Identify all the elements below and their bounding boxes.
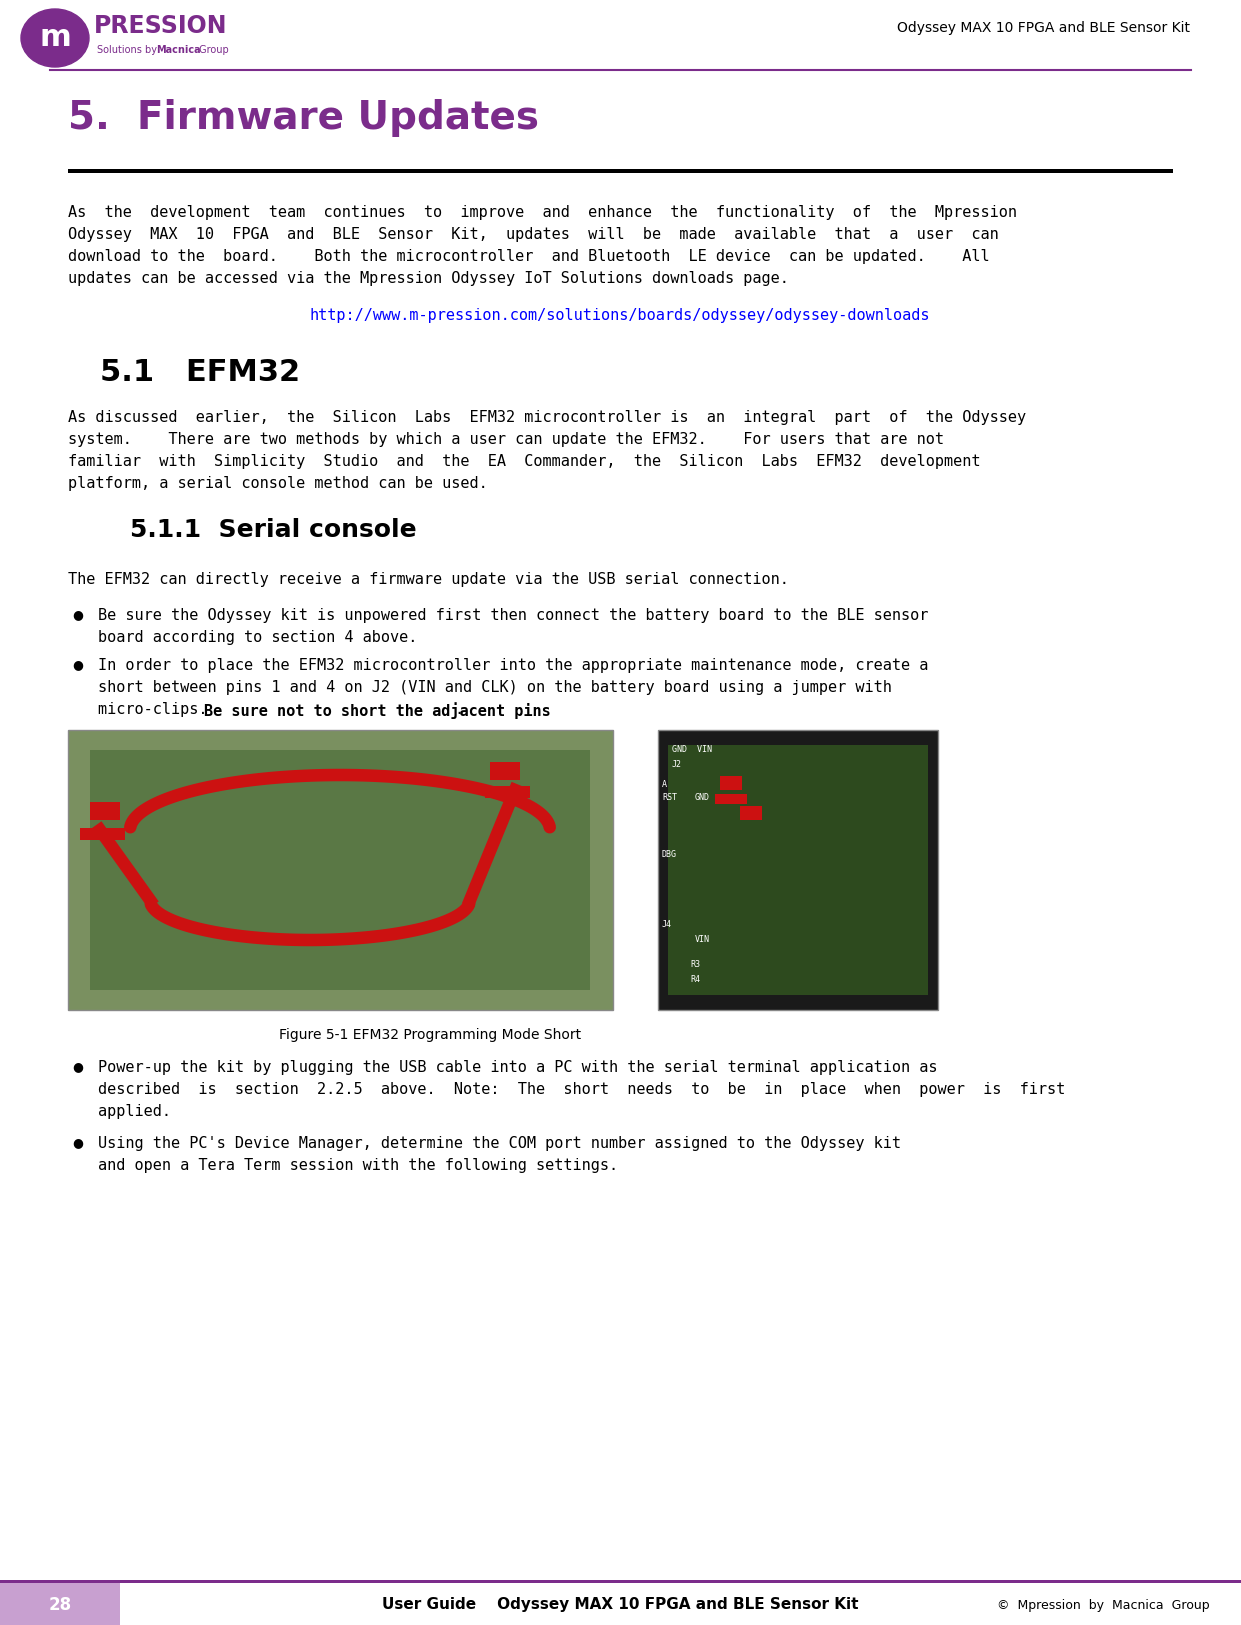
Text: ©  Mpression  by  Macnica  Group: © Mpression by Macnica Group <box>998 1599 1210 1612</box>
Text: .: . <box>454 702 464 717</box>
Text: Figure 5-1 EFM32 Programming Mode Short: Figure 5-1 EFM32 Programming Mode Short <box>279 1029 581 1042</box>
Text: GND: GND <box>695 793 710 803</box>
Text: J2: J2 <box>671 760 683 769</box>
Bar <box>0 1583 120 1625</box>
Bar <box>740 806 762 821</box>
Bar <box>68 169 1173 172</box>
Text: Using the PC's Device Manager, determine the COM port number assigned to the Ody: Using the PC's Device Manager, determine… <box>98 1136 901 1150</box>
Text: RST: RST <box>661 793 678 803</box>
Text: J4: J4 <box>661 920 671 929</box>
Bar <box>91 803 120 821</box>
Bar <box>668 744 928 994</box>
Text: 5.  Firmware Updates: 5. Firmware Updates <box>68 99 539 136</box>
Text: download to the  board.    Both the microcontroller  and Bluetooth  LE device  c: download to the board. Both the microcon… <box>68 249 989 263</box>
Text: updates can be accessed via the Mpression Odyssey IoT Solutions downloads page.: updates can be accessed via the Mpressio… <box>68 271 789 286</box>
Text: short between pins 1 and 4 on J2 (VIN and CLK) on the battery board using a jump: short between pins 1 and 4 on J2 (VIN an… <box>98 679 892 696</box>
Text: PRESSION: PRESSION <box>94 15 227 37</box>
Bar <box>79 829 125 840</box>
Text: platform, a serial console method can be used.: platform, a serial console method can be… <box>68 476 488 491</box>
Text: micro-clips.: micro-clips. <box>98 702 244 717</box>
Bar <box>490 762 520 780</box>
Text: 5.1   EFM32: 5.1 EFM32 <box>101 358 300 387</box>
Text: Be sure the Odyssey kit is unpowered first then connect the battery board to the: Be sure the Odyssey kit is unpowered fir… <box>98 608 928 622</box>
Text: DBG: DBG <box>661 850 678 860</box>
Text: m: m <box>40 23 71 52</box>
Bar <box>68 730 613 1011</box>
Text: GND  VIN: GND VIN <box>671 744 712 754</box>
Bar <box>91 751 589 990</box>
Text: Be sure not to short the adjacent pins: Be sure not to short the adjacent pins <box>204 702 550 718</box>
Text: Solutions by: Solutions by <box>97 46 160 55</box>
Text: R4: R4 <box>690 975 700 985</box>
Bar <box>658 730 938 1011</box>
Bar <box>715 795 747 804</box>
Text: In order to place the EFM32 microcontroller into the appropriate maintenance mod: In order to place the EFM32 microcontrol… <box>98 658 928 673</box>
Bar <box>485 786 530 798</box>
Text: Group: Group <box>196 46 228 55</box>
Text: Odyssey MAX 10 FPGA and BLE Sensor Kit: Odyssey MAX 10 FPGA and BLE Sensor Kit <box>897 21 1190 36</box>
Text: The EFM32 can directly receive a firmware update via the USB serial connection.: The EFM32 can directly receive a firmwar… <box>68 572 789 587</box>
Text: A: A <box>661 780 666 790</box>
Bar <box>120 1583 1241 1625</box>
Text: R3: R3 <box>690 960 700 968</box>
Text: described  is  section  2.2.5  above.  Note:  The  short  needs  to  be  in  pla: described is section 2.2.5 above. Note: … <box>98 1082 1065 1097</box>
Text: ●: ● <box>72 1136 83 1149</box>
Text: User Guide    Odyssey MAX 10 FPGA and BLE Sensor Kit: User Guide Odyssey MAX 10 FPGA and BLE S… <box>382 1597 859 1612</box>
Text: applied.: applied. <box>98 1103 171 1120</box>
Text: ●: ● <box>72 658 83 671</box>
Text: ●: ● <box>72 1060 83 1072</box>
Ellipse shape <box>21 10 89 67</box>
Text: http://www.m-pression.com/solutions/boards/odyssey/odyssey-downloads: http://www.m-pression.com/solutions/boar… <box>310 309 931 323</box>
Bar <box>0 1580 1241 1583</box>
Bar <box>720 777 742 790</box>
Text: board according to section 4 above.: board according to section 4 above. <box>98 630 417 645</box>
Text: Power-up the kit by plugging the USB cable into a PC with the serial terminal ap: Power-up the kit by plugging the USB cab… <box>98 1060 937 1076</box>
Text: system.    There are two methods by which a user can update the EFM32.    For us: system. There are two methods by which a… <box>68 432 944 447</box>
Text: Macnica: Macnica <box>156 46 201 55</box>
Text: familiar  with  Simplicity  Studio  and  the  EA  Commander,  the  Silicon  Labs: familiar with Simplicity Studio and the … <box>68 453 980 470</box>
Text: As  the  development  team  continues  to  improve  and  enhance  the  functiona: As the development team continues to imp… <box>68 205 1018 219</box>
Text: 28: 28 <box>48 1596 72 1614</box>
Text: VIN: VIN <box>695 934 710 944</box>
Text: and open a Tera Term session with the following settings.: and open a Tera Term session with the fo… <box>98 1159 618 1173</box>
Text: ●: ● <box>72 608 83 621</box>
Text: 5.1.1  Serial console: 5.1.1 Serial console <box>130 518 417 543</box>
Text: Odyssey  MAX  10  FPGA  and  BLE  Sensor  Kit,  updates  will  be  made  availab: Odyssey MAX 10 FPGA and BLE Sensor Kit, … <box>68 228 999 242</box>
Text: As discussed  earlier,  the  Silicon  Labs  EFM32 microcontroller is  an  integr: As discussed earlier, the Silicon Labs E… <box>68 410 1026 426</box>
